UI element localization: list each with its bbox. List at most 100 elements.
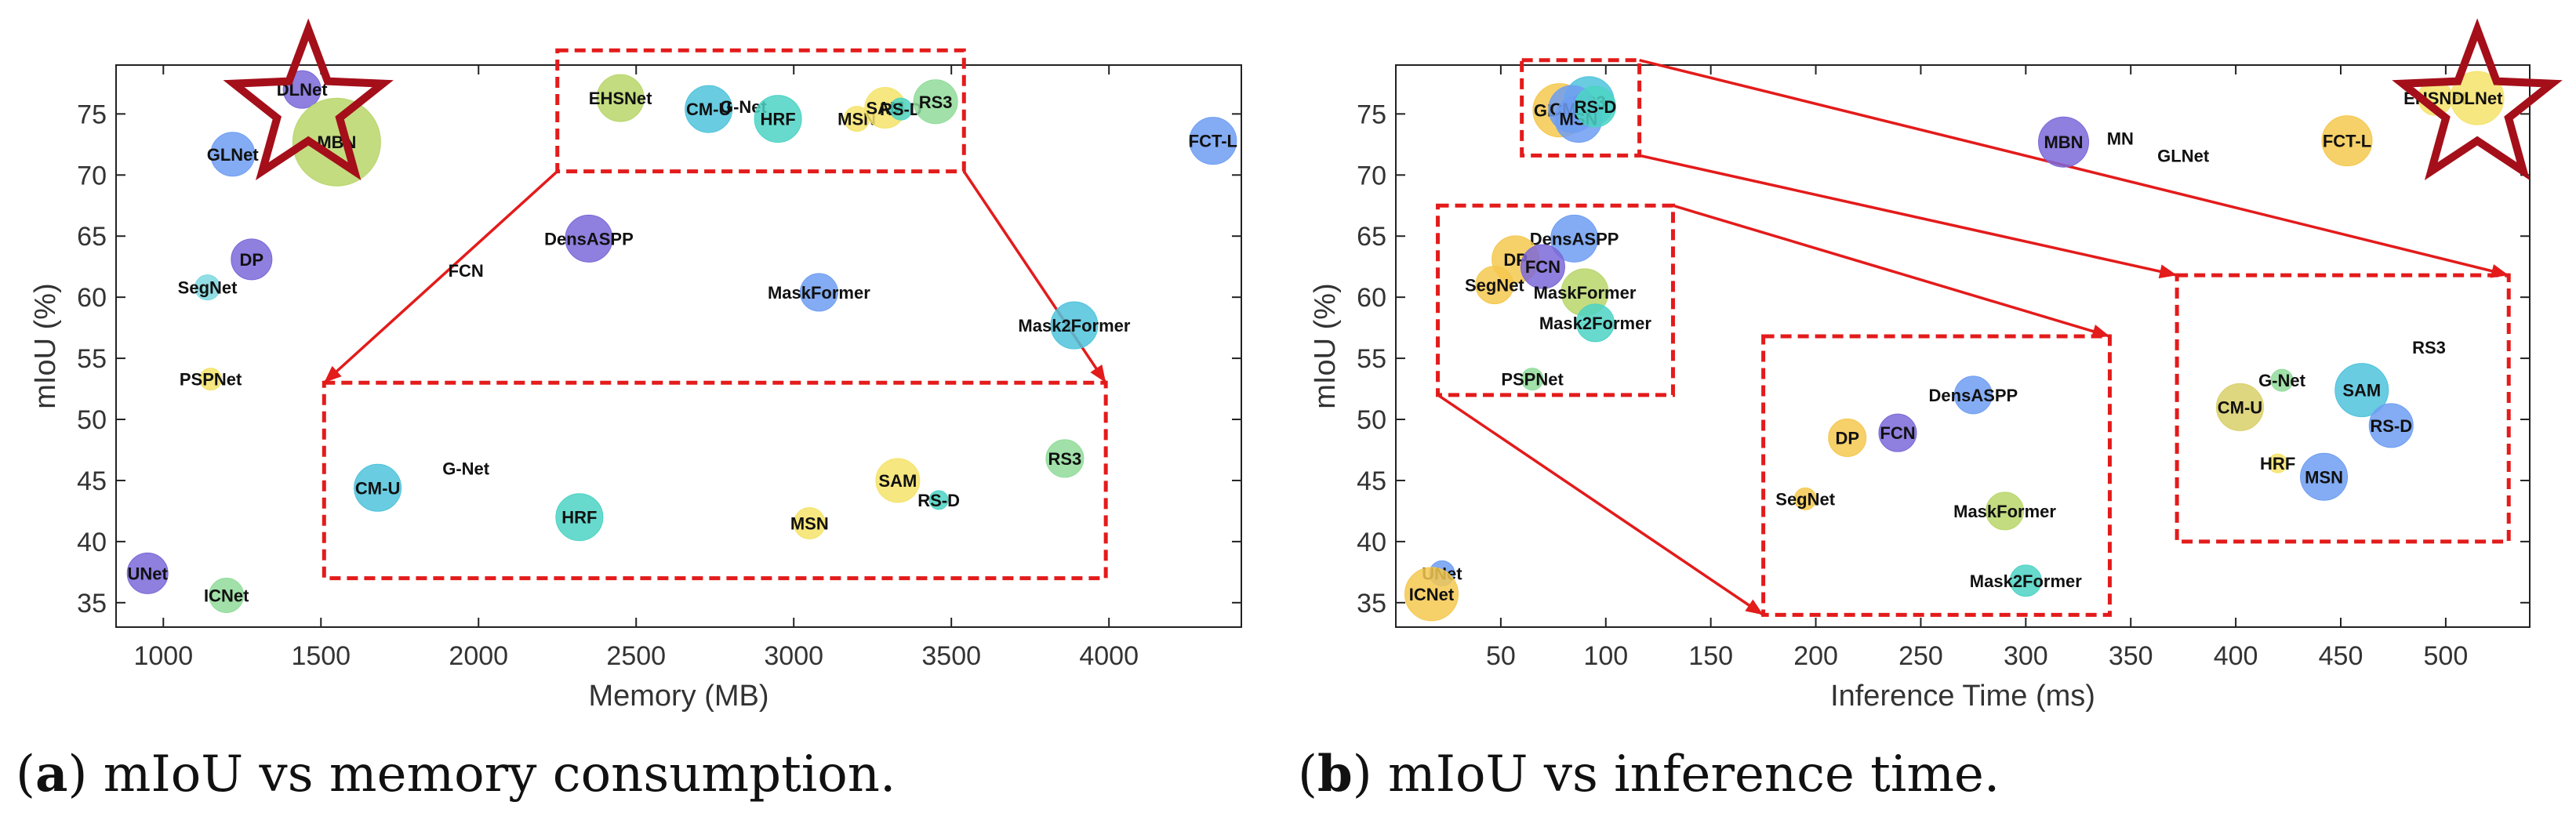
panel-b-zoom-arrow-head bbox=[2091, 325, 2110, 339]
panel-b-point-bubble-dlnet bbox=[2450, 71, 2505, 125]
panel-a-highlight-star bbox=[223, 18, 394, 181]
panel-b-zoom1-point-bubble-dp bbox=[1828, 418, 1867, 457]
panel-a-xtick-label: 1500 bbox=[291, 641, 351, 671]
panel-b-point-bubble-densaspp bbox=[1550, 214, 1599, 263]
panel-a-ytick-label: 70 bbox=[77, 161, 107, 190]
panel-a-xtick-label: 1000 bbox=[133, 641, 193, 671]
panel-b-point-label-fct-l: FCT-L bbox=[2323, 132, 2371, 151]
caption-a-text: mIoU vs memory consumption. bbox=[103, 745, 896, 803]
panel-b-xtick-label: 500 bbox=[2424, 641, 2469, 671]
panel-a-point-label-cm-u: CM-U bbox=[686, 100, 731, 119]
panel-b-xtick-label: 300 bbox=[2004, 641, 2048, 671]
panel-a-zoom-arrow-line bbox=[323, 170, 558, 384]
panel-b-ylabel: mIoU (%) bbox=[1309, 283, 1342, 408]
panel-a-point-label-dp: DP bbox=[240, 250, 264, 270]
panel-b-point-label-mn: MN bbox=[2107, 129, 2134, 149]
panel-a-point-label-unet: UNet bbox=[128, 564, 169, 583]
panel-b-ytick-label: 60 bbox=[1357, 283, 1386, 313]
panel-a-point-label-icnet: ICNet bbox=[204, 586, 249, 605]
panel-b-xtick-label: 350 bbox=[2109, 641, 2153, 671]
panel-b-zoom1-point-bubble-fcn bbox=[1878, 413, 1917, 452]
panel-b-point-label-glnet: GLNet bbox=[2157, 146, 2210, 165]
panel-a-point-bubble-pspnet bbox=[199, 368, 223, 391]
panel-b-zoom1-point-label-mask2former: Mask2Former bbox=[1970, 571, 2083, 591]
panel-b-point-label-maskformer: MaskFormer bbox=[1534, 283, 1637, 303]
panel-b-ytick-label: 65 bbox=[1357, 222, 1386, 252]
panel-b-zoom1-point-bubble-segnet bbox=[1793, 487, 1817, 510]
panel-a-point-label-rs3: RS3 bbox=[919, 92, 953, 112]
panel-a-zoom-source-box-0 bbox=[555, 48, 966, 174]
panel-b-xtick-label: 150 bbox=[1688, 641, 1733, 671]
panel-b-zoom-arrow-line bbox=[1639, 154, 2178, 277]
panel-a-xtick-label: 4000 bbox=[1079, 641, 1139, 671]
panel-a-zoom-target-box-0 bbox=[322, 380, 1108, 581]
panel-a-point-label-hrf: HRF bbox=[761, 110, 796, 129]
panel-a-point-bubble-maskformer bbox=[799, 273, 838, 312]
panel-b-zoom0-point-bubble-msn bbox=[2300, 452, 2349, 501]
panel-a-ytick-label: 50 bbox=[77, 405, 107, 435]
panel-a-ytick-label: 75 bbox=[77, 100, 107, 129]
panel-a-point-label-fcn: FCN bbox=[449, 261, 484, 281]
panel-a-point-label-glnet: GLNet bbox=[207, 145, 260, 165]
caption-b: (b) mIoU vs inference time. bbox=[1298, 745, 2000, 803]
panel-b-point-label-mbn: MBN bbox=[2044, 132, 2083, 152]
panel-a: 1000 1500 2000 2500 3000 3500 4000 35 40 45 50 55 60… bbox=[29, 18, 1242, 713]
panel-a-point-label-mask2former: Mask2Former bbox=[1018, 316, 1131, 336]
panel-a-zoom0-point-label-msn: MSN bbox=[790, 514, 829, 534]
panel-b-zoom1-point-bubble-densaspp bbox=[1953, 375, 1993, 415]
caption-a-label: a bbox=[35, 745, 68, 803]
panel-b-xtick-label: 200 bbox=[1793, 641, 1838, 671]
panel-a-point-bubble-segnet bbox=[194, 274, 221, 301]
panel-a-zoom0-point-bubble-cm-u bbox=[354, 463, 402, 512]
panel-b-point-bubble-fct-l bbox=[2321, 115, 2373, 167]
panel-a-point-bubble-ehsnet bbox=[596, 74, 645, 122]
panel-a-point-bubble-dp bbox=[231, 238, 273, 281]
caption-b-text: mIoU vs inference time. bbox=[1388, 745, 2000, 803]
panel-b-ytick-label: 45 bbox=[1357, 466, 1386, 496]
panel-b-zoom0-point-label-g-net: G-Net bbox=[2258, 371, 2306, 390]
panel-b-zoom0-point-label-msn: MSN bbox=[2305, 467, 2343, 487]
panel-a-ytick-label: 60 bbox=[77, 283, 107, 313]
panel-a-point-bubble-fct-l bbox=[1189, 117, 1237, 165]
panel-b-zoom0-point-bubble-hrf bbox=[2268, 453, 2288, 473]
panel-b-point-label-pspnet: PSPNet bbox=[1501, 370, 1564, 390]
panel-a-point-label-pspnet: PSPNet bbox=[180, 370, 242, 390]
panel-b-zoom0-point-label-rs-d: RS-D bbox=[2370, 416, 2412, 436]
panel-b-xtick-label: 400 bbox=[2214, 641, 2258, 671]
panel-b-point-label-segnet: SegNet bbox=[1465, 276, 1524, 296]
panel-b-zoom0-point-label-cm-u: CM-U bbox=[2218, 397, 2262, 417]
panel-a-zoom0-point-bubble-rs3 bbox=[1045, 439, 1085, 478]
panel-a-point-bubble-rs3 bbox=[913, 79, 958, 125]
panel-b-zoom1-point-label-segnet: SegNet bbox=[1775, 489, 1835, 509]
panel-b-point-bubble-mbn bbox=[2038, 116, 2090, 168]
panel-b-zoom-source-box-0 bbox=[1520, 58, 1642, 158]
panel-b-point-bubble-icnet bbox=[1404, 567, 1459, 622]
panel-a-ytick-label: 65 bbox=[77, 222, 107, 252]
panel-b-zoom1-point-label-densaspp: DensASPP bbox=[1929, 386, 2018, 405]
panel-a-zoom0-point-bubble-rs-d bbox=[928, 490, 949, 510]
panel-a-point-label-maskformer: MaskFormer bbox=[768, 283, 870, 303]
panel-b-xtick-label: 50 bbox=[1486, 641, 1516, 671]
panel-b-zoom-source-box-1 bbox=[1436, 203, 1675, 397]
panel-b-zoom-arrow-head bbox=[1745, 599, 1764, 615]
panel-b-xlabel: Inference Time (ms) bbox=[1830, 680, 2095, 713]
panel-b-point-label-fcn: FCN bbox=[1525, 257, 1560, 277]
panel-b-highlight-star bbox=[2392, 18, 2563, 181]
panel-a-xlabel: Memory (MB) bbox=[588, 680, 768, 713]
panel-b-zoom-target-box-1 bbox=[1761, 334, 2112, 617]
panel-a-point-bubble-icnet bbox=[209, 577, 245, 613]
panel-b-zoom1-point-label-fcn: FCN bbox=[1880, 423, 1915, 443]
panel-b-zoom0-point-bubble-rs-d bbox=[2368, 403, 2414, 448]
panel-b-ytick-label: 70 bbox=[1357, 161, 1386, 190]
panel-b-point-label-rs-d: RS-D bbox=[1574, 97, 1616, 117]
panel-b-zoom-target-box-0 bbox=[2175, 273, 2511, 544]
panel-a-zoom0-point-label-hrf: HRF bbox=[561, 508, 597, 528]
panel-b-zoom0-point-label-hrf: HRF bbox=[2260, 454, 2295, 473]
panel-b-zoom1-point-bubble-maskformer bbox=[1986, 491, 2025, 531]
panel-b-zoom1-point-bubble-mask2former bbox=[2009, 564, 2042, 597]
panel-a-zoom-arrow-head bbox=[1090, 364, 1106, 383]
panel-b-xtick-label: 450 bbox=[2319, 641, 2363, 671]
panel-a-ytick-label: 40 bbox=[77, 528, 107, 557]
panel-b-zoom0-point-bubble-cm-u bbox=[2215, 383, 2264, 431]
